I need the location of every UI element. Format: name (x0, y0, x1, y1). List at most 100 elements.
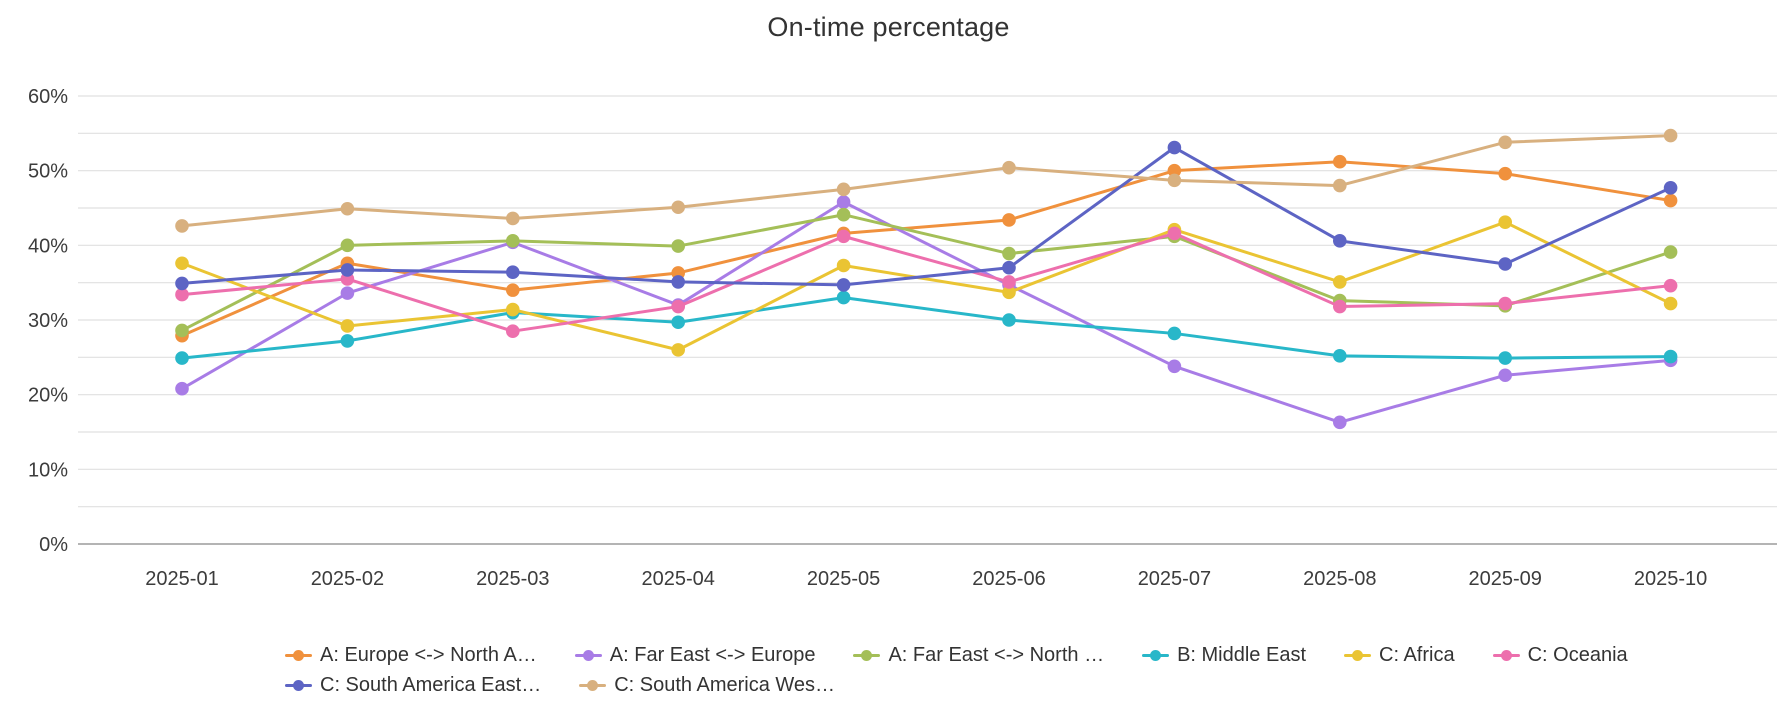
series-line-2 (180, 213, 1673, 332)
data-point[interactable] (340, 334, 355, 348)
legend-dot (587, 680, 599, 691)
data-point[interactable] (175, 351, 189, 365)
data-point[interactable] (1002, 275, 1016, 289)
data-point[interactable] (175, 219, 189, 233)
data-point[interactable] (1663, 349, 1678, 364)
x-tick-label: 2025-10 (1634, 568, 1707, 590)
data-point[interactable] (1167, 173, 1182, 188)
data-point[interactable] (1002, 213, 1016, 227)
data-point[interactable] (1002, 246, 1016, 261)
data-point[interactable] (836, 182, 851, 197)
data-point[interactable] (671, 343, 685, 357)
legend-item-5[interactable]: C: Oceania (1492, 644, 1628, 667)
data-point[interactable] (836, 258, 851, 273)
data-point[interactable] (340, 319, 355, 333)
legend-item-2[interactable]: A: Far East <-> North … (853, 644, 1104, 667)
legend-item-3[interactable]: B: Middle East (1142, 644, 1306, 667)
data-point[interactable] (836, 207, 851, 222)
x-tick-label: 2025-01 (145, 568, 218, 590)
data-point[interactable] (836, 195, 851, 209)
data-point[interactable] (1002, 285, 1016, 300)
legend-dot (1352, 650, 1364, 661)
data-point[interactable] (1333, 178, 1347, 193)
data-point[interactable] (506, 211, 520, 226)
legend-label: C: South America East… (320, 674, 542, 696)
y-tick-label: 60% (28, 86, 68, 108)
data-point[interactable] (340, 263, 355, 277)
data-point[interactable] (506, 234, 520, 248)
data-point[interactable] (340, 201, 355, 216)
data-point[interactable] (1498, 368, 1512, 383)
data-point[interactable] (1167, 140, 1182, 155)
data-point[interactable] (1498, 166, 1512, 181)
y-tick-label: 30% (28, 310, 68, 332)
legend-item-0[interactable]: A: Europe <-> North A… (285, 644, 537, 667)
data-point[interactable] (340, 286, 355, 300)
legend-marker-icon (285, 650, 312, 661)
legend-item-7[interactable]: C: South America Wes… (579, 674, 835, 697)
data-point[interactable] (1167, 163, 1182, 178)
data-point[interactable] (1663, 278, 1678, 293)
legend-item-6[interactable]: C: South America East… (285, 674, 541, 697)
chart-legend: A: Europe <-> North A… A: Far East <-> Eu… (285, 644, 1628, 697)
data-point[interactable] (671, 315, 685, 330)
x-tick-label: 2025-03 (476, 568, 549, 590)
data-point[interactable] (1167, 359, 1182, 374)
data-point[interactable] (1333, 275, 1347, 289)
data-point[interactable] (1663, 296, 1678, 311)
data-point[interactable] (506, 283, 520, 297)
legend-label: B: Middle East (1177, 644, 1307, 666)
data-point[interactable] (1498, 215, 1512, 229)
data-point[interactable] (1498, 296, 1512, 311)
data-point[interactable] (671, 239, 685, 253)
data-point[interactable] (175, 381, 189, 396)
data-point[interactable] (1002, 260, 1016, 275)
series-line-3 (180, 296, 1673, 360)
legend-dot (1150, 650, 1162, 661)
data-point[interactable] (836, 229, 851, 244)
legend-marker-icon (579, 680, 607, 691)
legend-label: C: South America Wes… (614, 674, 836, 696)
data-point[interactable] (836, 278, 851, 292)
data-point[interactable] (1498, 135, 1512, 150)
data-point[interactable] (1663, 193, 1678, 208)
data-point[interactable] (1333, 234, 1347, 248)
x-tick-label: 2025-04 (641, 568, 714, 590)
data-point[interactable] (340, 238, 355, 253)
data-point[interactable] (1333, 299, 1347, 314)
data-point[interactable] (836, 290, 851, 305)
data-point[interactable] (1498, 257, 1512, 271)
legend-item-4[interactable]: C: Africa (1344, 644, 1455, 667)
data-point[interactable] (1167, 226, 1182, 241)
data-point[interactable] (175, 287, 189, 302)
data-point[interactable] (671, 275, 685, 289)
legend-item-1[interactable]: A: Far East <-> Europe (574, 644, 816, 667)
data-point[interactable] (1663, 245, 1678, 259)
legend-row: A: Europe <-> North A… A: Far East <-> Eu… (285, 644, 1628, 667)
data-point[interactable] (506, 265, 520, 280)
line-chart-plot: 0% 10% 20% 30% 40% 50% 60% 2025-01 2025-02 2025-0… (28, 86, 1777, 590)
data-point[interactable] (1167, 326, 1182, 341)
data-point[interactable] (671, 299, 685, 314)
legend-label: C: Oceania (1527, 644, 1628, 666)
data-point[interactable] (175, 256, 189, 271)
data-point[interactable] (175, 276, 189, 291)
legend-dot (861, 650, 873, 661)
series-line-7 (180, 134, 1673, 228)
data-point[interactable] (1002, 313, 1016, 327)
data-point[interactable] (1663, 128, 1678, 143)
data-point[interactable] (506, 302, 520, 317)
data-point[interactable] (175, 323, 189, 338)
legend-marker-icon (1492, 650, 1520, 661)
data-point[interactable] (1333, 154, 1347, 169)
data-point[interactable] (1333, 349, 1347, 363)
y-tick-label: 0% (39, 534, 68, 556)
data-point[interactable] (1663, 181, 1678, 195)
data-point[interactable] (671, 200, 685, 215)
y-tick-label: 50% (28, 161, 68, 183)
data-point[interactable] (1333, 415, 1347, 430)
data-point[interactable] (1498, 351, 1512, 365)
legend-label: A: Far East <-> Europe (609, 644, 816, 666)
data-point[interactable] (506, 324, 520, 339)
data-point[interactable] (1002, 160, 1016, 175)
